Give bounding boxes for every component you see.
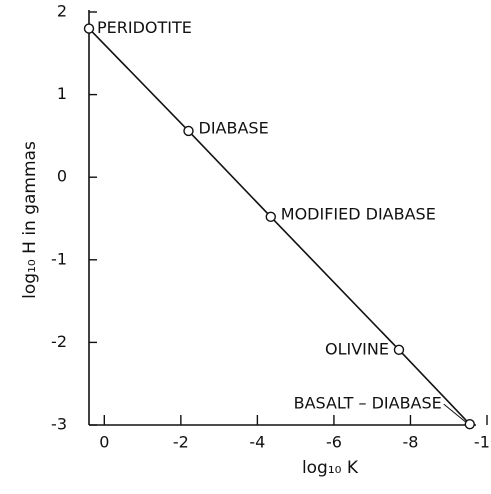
x-axis-label: log₁₀ K bbox=[302, 458, 359, 478]
point-label: MODIFIED DIABASE bbox=[281, 204, 436, 223]
x-tick-label: -10 bbox=[474, 433, 491, 452]
y-tick-label: -2 bbox=[51, 332, 67, 351]
x-tick-label: -2 bbox=[173, 433, 189, 452]
x-tick-label: -6 bbox=[326, 433, 342, 452]
y-tick-label: -3 bbox=[51, 415, 67, 434]
point-label: OLIVINE bbox=[325, 339, 389, 358]
data-point bbox=[464, 418, 475, 430]
leader-line bbox=[443, 403, 467, 423]
x-tick-label: 0 bbox=[99, 433, 109, 452]
point-label: BASALT – DIABASE bbox=[294, 394, 442, 413]
data-line bbox=[88, 27, 471, 425]
y-tick-label: 2 bbox=[57, 2, 67, 21]
y-tick-label: -1 bbox=[51, 249, 67, 268]
data-point bbox=[183, 125, 194, 137]
y-tick-label: 0 bbox=[57, 167, 67, 186]
x-tick-label: -8 bbox=[402, 433, 418, 452]
data-point bbox=[265, 211, 276, 223]
point-label: PERIDOTITE bbox=[97, 18, 192, 37]
point-label: DIABASE bbox=[199, 118, 269, 137]
y-axis-label: log₁₀ H in gammas bbox=[20, 141, 40, 299]
x-tick-label: -4 bbox=[249, 433, 265, 452]
y-tick-label: 1 bbox=[57, 84, 67, 103]
data-point bbox=[83, 23, 95, 34]
data-point bbox=[393, 344, 405, 356]
